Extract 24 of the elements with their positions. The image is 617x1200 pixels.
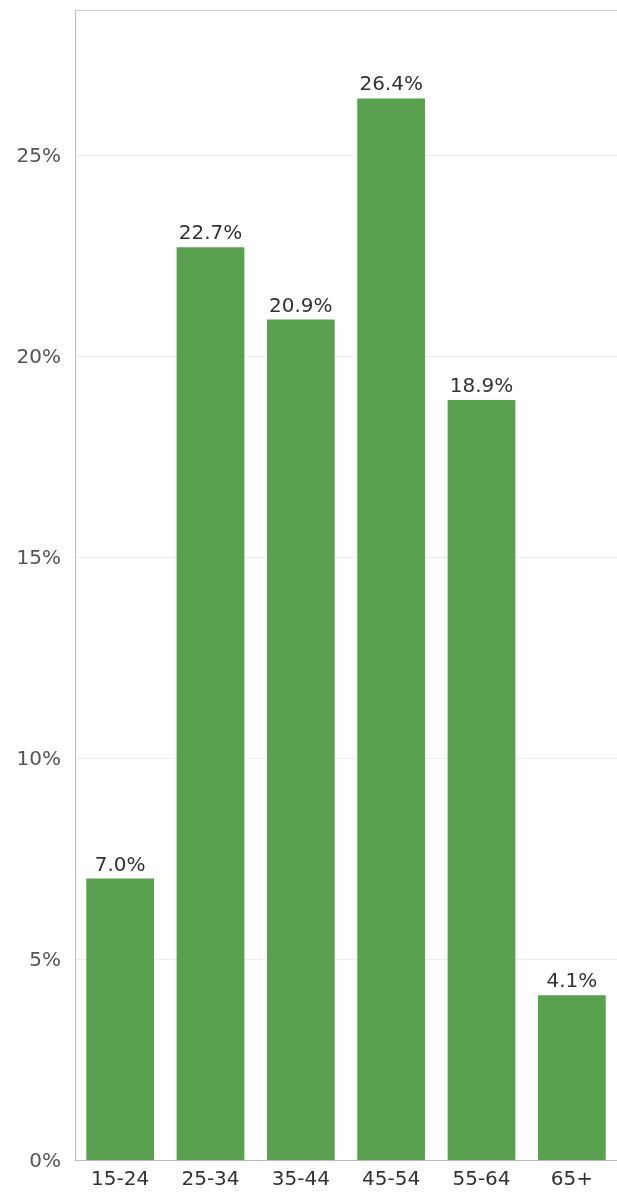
bar	[86, 878, 155, 1160]
bar	[176, 247, 245, 1160]
x-tick-label: 45-54	[362, 1166, 421, 1190]
bar	[266, 319, 335, 1160]
x-tick-label: 35-44	[271, 1166, 330, 1190]
data-label: 26.4%	[359, 71, 423, 96]
data-label: 4.1%	[546, 968, 598, 993]
data-label: 22.7%	[178, 220, 243, 245]
y-tick-label: 20%	[16, 343, 61, 368]
data-label: 7.0%	[94, 851, 146, 876]
y-tick-label: 15%	[16, 544, 61, 569]
data-label: 20.9%	[269, 292, 333, 317]
x-tick-label: 15-24	[91, 1166, 150, 1190]
data-label: 18.9%	[449, 373, 514, 398]
bar	[537, 995, 606, 1160]
y-tick-label: 5%	[29, 946, 61, 971]
bar	[447, 400, 516, 1160]
x-tick-label: 55-64	[452, 1166, 511, 1190]
x-tick-label: 25-34	[181, 1166, 240, 1190]
bar	[357, 98, 426, 1160]
x-tick-label: 65+	[550, 1166, 593, 1190]
y-tick-label: 0%	[29, 1148, 61, 1172]
y-tick-label: 25%	[16, 142, 61, 167]
y-tick-label: 10%	[16, 745, 61, 770]
